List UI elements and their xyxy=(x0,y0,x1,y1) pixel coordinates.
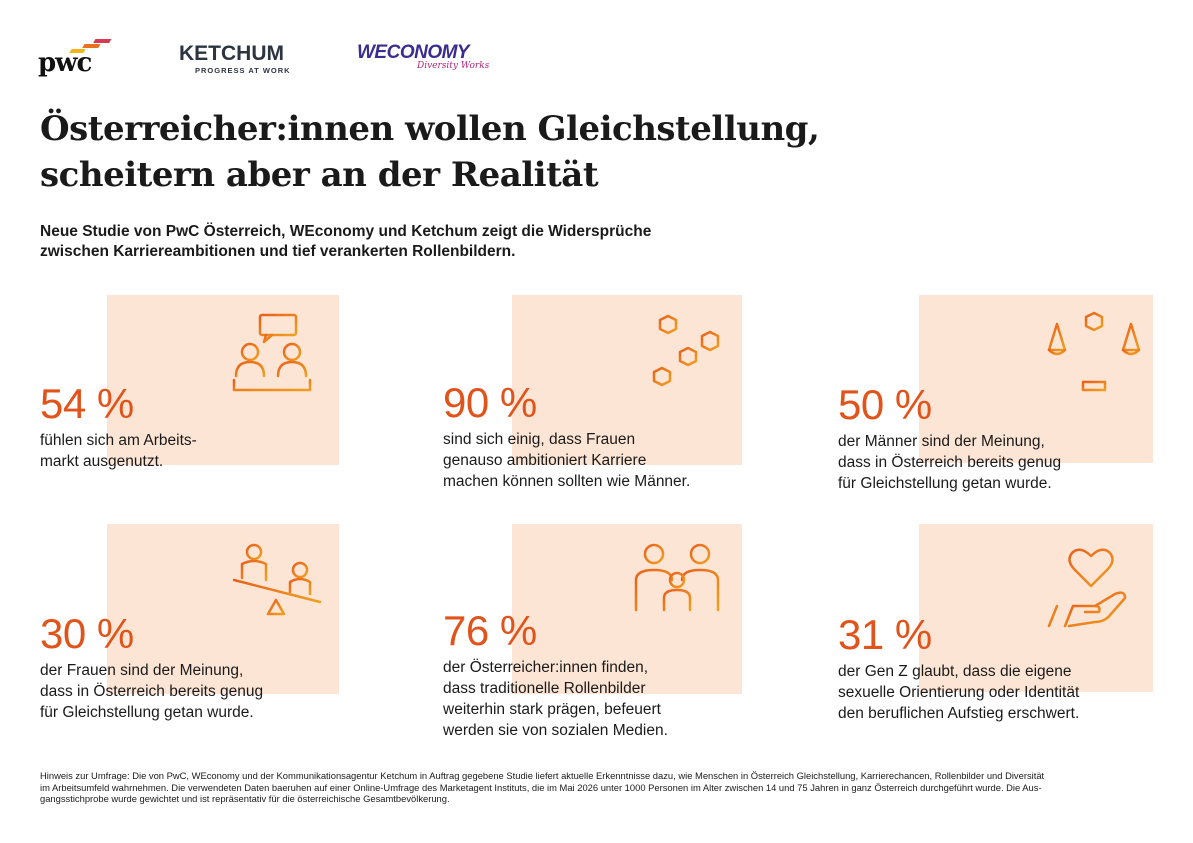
stat-description: sind sich einig, dass Frauen genauso amb… xyxy=(443,429,690,492)
stat-value: 31 % xyxy=(838,611,932,658)
stat-description-line: sind sich einig, dass Frauen xyxy=(443,431,636,448)
stat-description-line: machen können sollten wie Männer. xyxy=(443,473,691,490)
stat-block: 30 % der Frauen sind der Meinung, dass i… xyxy=(40,612,263,723)
survey-footnote: Hinweis zur Umfrage: Die von PwC, WEcono… xyxy=(40,770,1160,805)
stat-description-line: der Männer sind der Meinung, xyxy=(838,433,1045,450)
stat-block: 54 % fühlen sich am Arbeits- markt ausge… xyxy=(40,382,197,472)
stat-panel-background xyxy=(919,524,1153,692)
footnote-line-2: im Arbeitsumfeld wahrnehmen. Die verwend… xyxy=(40,781,1042,793)
meeting-icon xyxy=(224,313,320,406)
pwc-logo-text: pwc xyxy=(38,48,92,78)
stat-panel-background xyxy=(512,295,742,465)
page-subtitle-line-1: Neue Studie von PwC Österreich, WEconomy… xyxy=(40,223,652,240)
hexagon-network-icon xyxy=(632,313,720,390)
stat-description: der Gen Z glaubt, dass die eigene sexuel… xyxy=(838,661,1079,724)
stat-description: der Österreicher:innen finden, dass trad… xyxy=(443,657,668,741)
stat-description-line: werden sie von sozialen Medien. xyxy=(443,722,668,739)
weconomy-logo-tagline: Diversity Works xyxy=(417,61,490,71)
page-title-line-2: scheitern aber an der Realität xyxy=(40,155,599,195)
balance-scale-icon xyxy=(1047,311,1141,396)
ketchum-logo-text: KETCHUM xyxy=(179,42,284,65)
footnote-line-1: Hinweis zur Umfrage: Die von PwC, WEcono… xyxy=(40,770,1045,781)
heart-hand-icon xyxy=(1047,548,1127,628)
pwc-logo-mark-icon xyxy=(69,39,112,53)
page-title: Österreicher:innen wollen Gleichstellung… xyxy=(40,106,940,198)
stat-value: 90 % xyxy=(443,379,537,426)
stat-panel-background xyxy=(512,524,742,694)
stat-description-line: sexuelle Orientierung oder Identität xyxy=(838,684,1080,701)
stat-description-line: der Gen Z glaubt, dass die eigene xyxy=(838,663,1072,680)
stat-block: 90 % sind sich einig, dass Frauen genaus… xyxy=(443,381,690,492)
family-icon xyxy=(634,543,720,612)
stat-block: 31 % der Gen Z glaubt, dass die eigene s… xyxy=(838,613,1079,724)
stat-value: 30 % xyxy=(40,610,134,657)
stat-description-line: für Gleichstellung getan wurde. xyxy=(40,704,254,721)
stat-description: fühlen sich am Arbeits- markt ausgenutzt… xyxy=(40,430,197,472)
stat-value: 50 % xyxy=(838,381,932,428)
page-subtitle: Neue Studie von PwC Österreich, WEconomy… xyxy=(40,222,800,262)
weconomy-logo-text: WECONOMY xyxy=(357,42,470,63)
stat-description-line: dass in Österreich bereits genug xyxy=(838,454,1062,471)
ketchum-logo: KETCHUM PROGRESS AT WORK xyxy=(171,42,296,75)
stat-panel-background xyxy=(107,524,339,694)
stat-description-line: fühlen sich am Arbeits- xyxy=(40,432,197,449)
stat-description-line: weiterhin stark prägen, befeuert xyxy=(443,701,661,718)
ketchum-logo-tagline: PROGRESS AT WORK xyxy=(195,66,291,75)
stat-description: der Frauen sind der Meinung, dass in Öst… xyxy=(40,660,263,723)
stat-description-line: der Österreicher:innen finden, xyxy=(443,659,649,676)
stat-description-line: für Gleichstellung getan wurde. xyxy=(838,475,1052,492)
page-title-line-1: Österreicher:innen wollen Gleichstellung… xyxy=(40,109,820,149)
stat-description-line: genauso ambitioniert Karriere xyxy=(443,452,647,469)
stat-description-line: der Frauen sind der Meinung, xyxy=(40,662,244,679)
stat-description: der Männer sind der Meinung, dass in Öst… xyxy=(838,431,1061,494)
stat-value: 54 % xyxy=(40,380,134,427)
footnote-line-3: gangsstichprobe wurde gewichtet und ist … xyxy=(40,793,450,804)
stat-description-line: den beruflichen Aufstieg erschwert. xyxy=(838,705,1080,722)
pwc-logo: pwc xyxy=(38,38,113,78)
seesaw-icon xyxy=(232,543,322,616)
stat-description-line: dass traditionelle Rollenbilder xyxy=(443,680,646,697)
stat-value: 76 % xyxy=(443,607,537,654)
weconomy-logo: WECONOMY Diversity Works xyxy=(357,42,492,74)
stat-block: 76 % der Österreicher:innen finden, dass… xyxy=(443,609,668,741)
stat-block: 50 % der Männer sind der Meinung, dass i… xyxy=(838,383,1061,494)
stat-description-line: dass in Österreich bereits genug xyxy=(40,683,264,700)
page-subtitle-line-2: zwischen Karriereambitionen und tief ver… xyxy=(40,243,516,260)
stat-description-line: markt ausgenutzt. xyxy=(40,453,164,470)
